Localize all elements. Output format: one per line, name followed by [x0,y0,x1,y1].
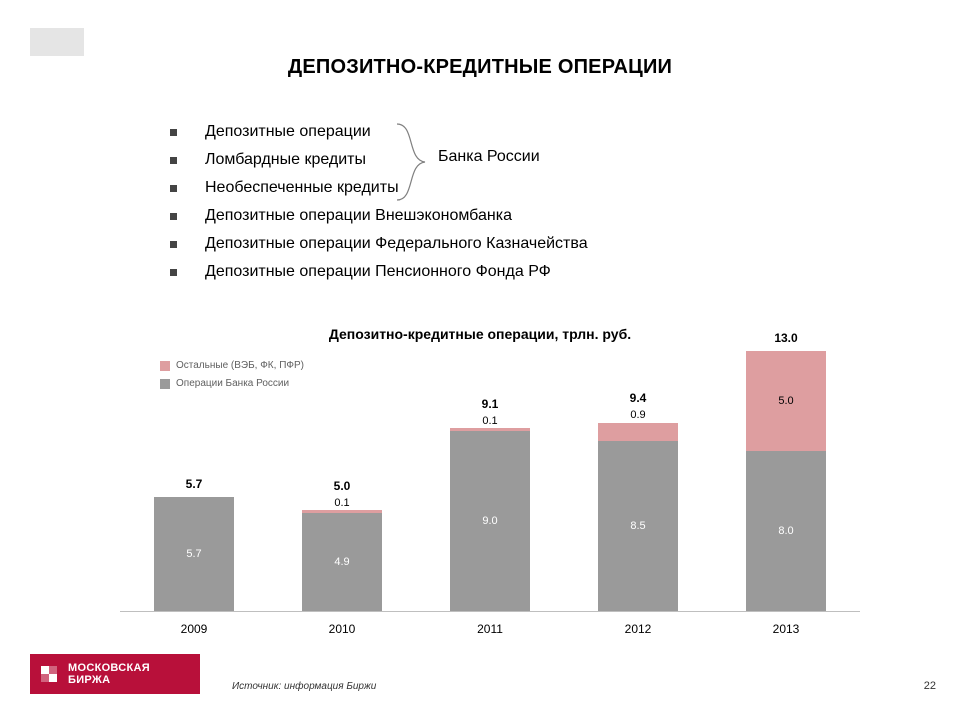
logo-text: МОСКОВСКАЯ БИРЖА [68,662,150,686]
bar-value: 8.0 [746,525,826,537]
x-axis-label: 2013 [712,622,860,636]
brace-icon [395,122,429,202]
bar-total-label: 9.1 [416,397,564,411]
bar-value: 9.0 [450,515,530,527]
bar-segment-other [450,428,530,431]
list-item-label: Необеспеченные кредиты [205,174,399,202]
list-item: Необеспеченные кредиты [170,174,588,202]
bar-value: 8.5 [598,520,678,532]
bullet-icon [170,129,177,136]
chart-plot-area: 5.75.74.90.15.09.00.19.18.50.99.48.05.01… [120,351,860,612]
list-item: Депозитные операции [170,118,588,146]
chart-column: 5.7 5.7 [120,351,268,611]
bar-value: 4.9 [302,556,382,568]
list-item-label: Ломбардные кредиты [205,146,366,174]
chart-column: 8.05.013.0 [712,351,860,611]
chart-column: 8.5 0.9 9.4 [564,351,712,611]
bar-total-label: 5.0 [268,479,416,493]
bar-value: 5.0 [746,395,826,407]
bar-value: 0.1 [450,415,530,427]
bullet-icon [170,213,177,220]
page-title: ДЕПОЗИТНО-КРЕДИТНЫЕ ОПЕРАЦИИ [0,56,960,79]
bar-segment-other [302,510,382,513]
list-item: Депозитные операции Пенсионного Фонда РФ [170,258,588,286]
chart-column: 4.9 0.1 5.0 [268,351,416,611]
x-axis-label: 2010 [268,622,416,636]
x-axis-label: 2011 [416,622,564,636]
bar-value: 0.9 [598,409,678,421]
bullet-icon [170,269,177,276]
list-item: Депозитные операции Федерального Казначе… [170,230,588,258]
page-number: 22 [924,680,936,692]
x-axis-label: 2012 [564,622,712,636]
header-accent [30,28,84,56]
bar-segment-other [598,423,678,441]
bar-value: 0.1 [302,497,382,509]
bar-value: 5.7 [154,548,234,560]
bar-total-label: 13.0 [712,331,860,345]
logo-block: МОСКОВСКАЯ БИРЖА [30,654,200,694]
logo-line2: БИРЖА [68,674,110,686]
bullet-icon [170,185,177,192]
bullet-list: Депозитные операции Ломбардные кредиты Н… [170,118,588,286]
source-note: Источник: информация Биржи [232,681,376,692]
logo-line1: МОСКОВСКАЯ [68,662,150,674]
bar-total-label: 9.4 [564,391,712,405]
list-item-label: Депозитные операции Федерального Казначе… [205,230,588,258]
bullet-icon [170,241,177,248]
list-item: Депозитные операции Внешэкономбанка [170,202,588,230]
stacked-bar-chart: 5.7 5.7 4.9 0.1 5.0 9.0 0.1 9.1 8.5 0.9 9.4 8.0 5.0 1… [120,330,860,640]
brace-label: Банка России [438,148,540,166]
chart-column: 9.0 0.1 9.1 [416,351,564,611]
bullet-icon [170,157,177,164]
list-item-label: Депозитные операции Внешэкономбанка [205,202,512,230]
bar-total-label: 5.7 [120,477,268,491]
logo-icon [38,663,60,685]
x-axis-label: 2009 [120,622,268,636]
list-item-label: Депозитные операции [205,118,371,146]
list-item-label: Депозитные операции Пенсионного Фонда РФ [205,258,551,286]
